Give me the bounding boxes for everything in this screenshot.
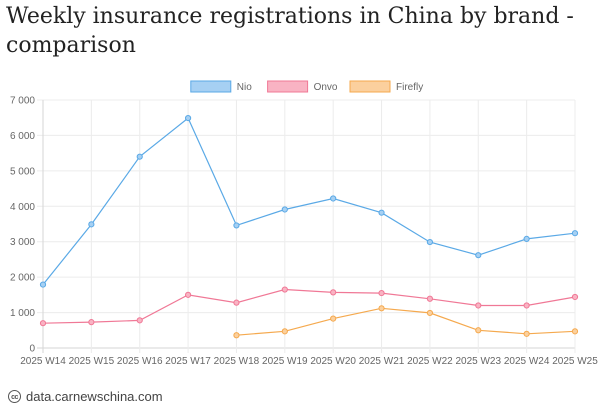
onvo-data-point[interactable] xyxy=(184,291,192,298)
x-tick-label: 2025 W14 xyxy=(20,356,66,367)
x-tick-label: 2025 W20 xyxy=(310,356,356,367)
chart-legend[interactable]: Nio Onvo Firefly xyxy=(190,80,423,93)
y-tick-label: 2 000 xyxy=(10,273,35,284)
firefly-data-point[interactable] xyxy=(233,332,240,339)
nio-data-point[interactable] xyxy=(88,221,95,228)
onvo-data-point[interactable] xyxy=(88,319,95,326)
nio-series-line xyxy=(42,117,576,285)
onvo-data-point[interactable] xyxy=(233,299,240,306)
firefly-data-point[interactable] xyxy=(475,327,482,334)
nio-data-point[interactable] xyxy=(378,209,385,216)
nio-data-point[interactable] xyxy=(184,114,192,122)
nio-data-point[interactable] xyxy=(136,153,143,160)
firefly-data-point[interactable] xyxy=(571,328,579,335)
legend-swatch-firefly xyxy=(349,80,391,93)
y-tick-label: 7 000 xyxy=(10,96,35,107)
legend-label-onvo: Onvo xyxy=(314,82,338,93)
firefly-data-point[interactable] xyxy=(523,330,530,337)
firefly-data-point[interactable] xyxy=(426,309,434,317)
chart-title: Weekly insurance registrations in China … xyxy=(6,4,574,58)
creative-commons-icon: cc xyxy=(8,390,21,403)
legend-item-onvo[interactable]: Onvo xyxy=(267,80,338,93)
y-tick-label: 6 000 xyxy=(10,131,35,142)
onvo-data-point[interactable] xyxy=(378,289,385,297)
y-tick-label: 4 000 xyxy=(10,202,35,213)
x-tick-label: 2025 W22 xyxy=(407,356,453,367)
y-tick-label: 0 xyxy=(29,344,35,355)
nio-data-point[interactable] xyxy=(426,238,434,246)
nio-data-point[interactable] xyxy=(39,281,47,288)
x-tick-label: 2025 W21 xyxy=(359,356,405,367)
y-tick-label: 1 000 xyxy=(10,308,35,319)
legend-item-nio[interactable]: Nio xyxy=(190,80,252,93)
onvo-data-point[interactable] xyxy=(39,320,47,327)
firefly-data-point[interactable] xyxy=(378,305,385,312)
x-tick-label: 2025 W15 xyxy=(69,356,115,367)
onvo-data-point[interactable] xyxy=(281,286,288,293)
onvo-data-point[interactable] xyxy=(426,295,434,302)
nio-data-point[interactable] xyxy=(571,230,579,237)
y-tick-label: 3 000 xyxy=(10,237,35,248)
onvo-data-point[interactable] xyxy=(136,317,143,324)
onvo-data-point[interactable] xyxy=(330,289,337,296)
nio-data-point[interactable] xyxy=(475,252,482,259)
line-chart: 0 1 000 2 000 3 000 4 000 5 000 6 000 7 000 202… xyxy=(10,80,598,367)
x-tick-label: 2025 W23 xyxy=(455,356,501,367)
onvo-series-line xyxy=(42,288,576,324)
legend-label-firefly: Firefly xyxy=(396,82,423,93)
chart-grid xyxy=(37,99,576,353)
y-axis: 0 1 000 2 000 3 000 4 000 5 000 6 000 7 000 xyxy=(10,96,35,355)
firefly-data-point[interactable] xyxy=(281,328,288,335)
x-tick-label: 2025 W24 xyxy=(504,356,550,367)
nio-data-point[interactable] xyxy=(281,206,288,213)
x-tick-label: 2025 W17 xyxy=(165,356,211,367)
y-tick-label: 5 000 xyxy=(10,166,35,177)
onvo-data-point[interactable] xyxy=(475,302,482,309)
legend-swatch-nio xyxy=(190,80,232,93)
nio-data-point[interactable] xyxy=(330,195,337,202)
legend-item-firefly[interactable]: Firefly xyxy=(349,80,423,93)
footer: cc data.carnewschina.com xyxy=(8,389,163,404)
nio-data-point[interactable] xyxy=(523,235,530,242)
firefly-data-point[interactable] xyxy=(330,315,337,322)
onvo-data-point[interactable] xyxy=(523,302,530,309)
chart-series xyxy=(39,114,579,339)
legend-swatch-onvo xyxy=(267,80,309,93)
x-tick-label: 2025 W16 xyxy=(117,356,163,367)
x-axis: 2025 W14 2025 W15 2025 W16 2025 W17 2025 W18… xyxy=(20,356,598,367)
x-tick-label: 2025 W18 xyxy=(214,356,260,367)
nio-data-point[interactable] xyxy=(233,222,240,229)
x-tick-label: 2025 W19 xyxy=(262,356,308,367)
source-text: data.carnewschina.com xyxy=(26,389,163,404)
legend-label-nio: Nio xyxy=(237,82,252,93)
onvo-data-point[interactable] xyxy=(571,293,579,301)
firefly-series-line xyxy=(236,307,576,336)
x-tick-label: 2025 W25 xyxy=(552,356,598,367)
